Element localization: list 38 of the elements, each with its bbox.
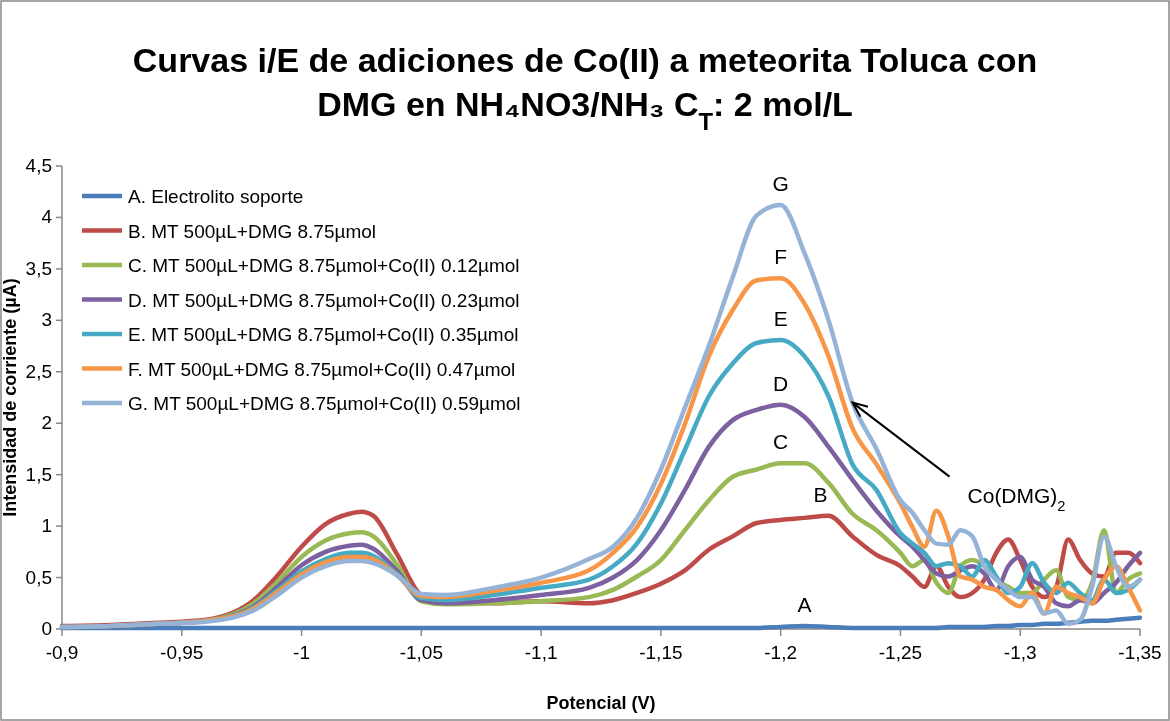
annotation: A xyxy=(797,592,812,616)
x-tick-label: -1,1 xyxy=(524,642,558,663)
y-tick-label: 0,5 xyxy=(25,566,52,588)
annotation: E xyxy=(773,306,788,330)
x-tick-label: -0,9 xyxy=(45,642,79,663)
x-tick-label: -1,3 xyxy=(1003,642,1037,663)
chart-title: Curvas i/E de adiciones de Co(II) a meteorita Toluca con DMG en NH₄NO3/NH₃ C$_{T}$: 2 mol/L xyxy=(132,41,1038,135)
annotation: D xyxy=(773,371,789,395)
y-tick-label: 1,5 xyxy=(25,463,52,485)
y-axis-title: Intensidad de corriente (µA) xyxy=(0,278,20,517)
x-tick-label: -1 xyxy=(293,642,311,663)
annotation: B xyxy=(813,482,828,506)
annotation: C xyxy=(773,430,789,454)
x-tick-label: -1,35 xyxy=(1118,642,1162,663)
y-tick-label: 1 xyxy=(41,515,52,537)
x-tick-label: -1,25 xyxy=(878,642,923,663)
legend-label: D. MT 500µL+DMG 8.75µmol+Co(II) 0.23µmol xyxy=(128,289,520,311)
y-tick-label: 4,5 xyxy=(25,155,52,176)
annotation: Co(DMG)$_{2}$ xyxy=(967,483,1066,514)
x-tick-label: -1,05 xyxy=(399,642,443,663)
y-tick-label: 2 xyxy=(41,412,52,434)
x-tick-label: -0,95 xyxy=(160,642,204,663)
legend-label: A. Electrolito soporte xyxy=(128,186,304,207)
legend-label: G. MT 500µL+DMG 8.75µmol+Co(II) 0.59µmol xyxy=(128,393,521,414)
y-tick-label: 0 xyxy=(41,618,52,639)
legend-label: F. MT 500µL+DMG 8.75µmol+Co(II) 0.47µmol xyxy=(128,358,516,380)
legend-label: B. MT 500µL+DMG 8.75µmol xyxy=(128,220,377,242)
x-tick-label: -1,15 xyxy=(639,642,683,663)
legend-label: E. MT 500µL+DMG 8.75µmol+Co(II) 0.35µmol xyxy=(128,324,519,345)
annotation: G xyxy=(772,172,789,196)
legend-label: C. MT 500µL+DMG 8.75µmol+Co(II) 0.12µmol xyxy=(128,255,520,276)
annotation: F xyxy=(774,245,788,269)
x-axis-title: Potencial (V) xyxy=(546,693,656,713)
y-tick-label: 2,5 xyxy=(25,360,52,382)
y-tick-label: 3 xyxy=(41,309,52,331)
x-tick-label: -1,2 xyxy=(764,642,798,663)
y-tick-label: 3,5 xyxy=(25,257,52,279)
y-tick-label: 4 xyxy=(41,206,53,228)
